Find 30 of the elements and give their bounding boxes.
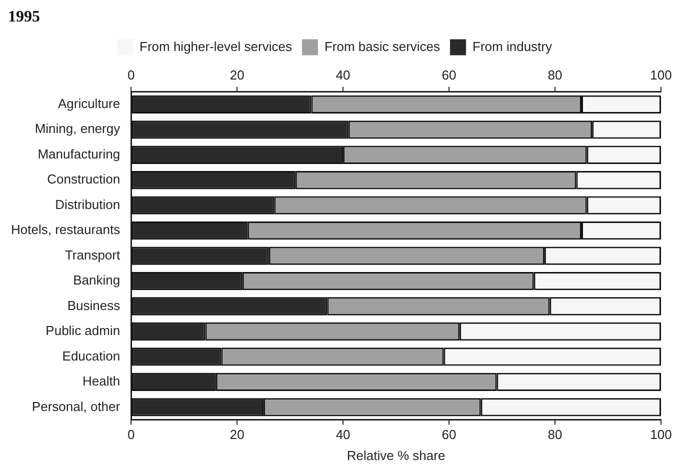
x2-tick-label: 40 xyxy=(336,427,350,442)
y-tick-label: Education xyxy=(62,348,120,364)
x-tick-label: 40 xyxy=(336,68,350,83)
x-tick-label: 0 xyxy=(127,68,135,83)
y-tick-label: Hotels, restaurants xyxy=(10,222,121,238)
y-tick-label: Manufacturing xyxy=(38,146,120,162)
x-tick-label: 60 xyxy=(442,68,456,83)
y-tick-label: Personal, other xyxy=(32,398,121,414)
x2-tick-label: 0 xyxy=(127,427,135,442)
chart-title: 1995 xyxy=(8,8,40,26)
y-tick-label: Public admin xyxy=(46,323,120,338)
y-tick-label: Banking xyxy=(73,272,120,288)
x2-tick-label: 80 xyxy=(548,427,562,442)
legend-label: From higher-level services xyxy=(140,38,292,54)
x-tick-label: 20 xyxy=(230,68,244,83)
legend-label: From basic services xyxy=(324,38,441,54)
y-tick-label: Distribution xyxy=(55,196,120,212)
x-tick-label: 80 xyxy=(548,68,562,83)
x-axis-title: Relative % share xyxy=(346,448,446,463)
x2-tick-label: 100 xyxy=(650,427,672,442)
x-tick-label: 100 xyxy=(650,68,672,83)
x2-tick-label: 20 xyxy=(230,427,244,442)
y-tick-label: Transport xyxy=(64,247,120,262)
y-tick-label: Agriculture xyxy=(58,96,120,111)
y-tick-label: Health xyxy=(82,374,120,389)
y-tick-label: Construction xyxy=(47,172,120,187)
legend-label: From industry xyxy=(472,38,552,54)
x2-tick-label: 60 xyxy=(442,427,456,442)
y-tick-label: Business xyxy=(67,298,121,313)
y-tick-label: Mining, energy xyxy=(34,121,121,136)
